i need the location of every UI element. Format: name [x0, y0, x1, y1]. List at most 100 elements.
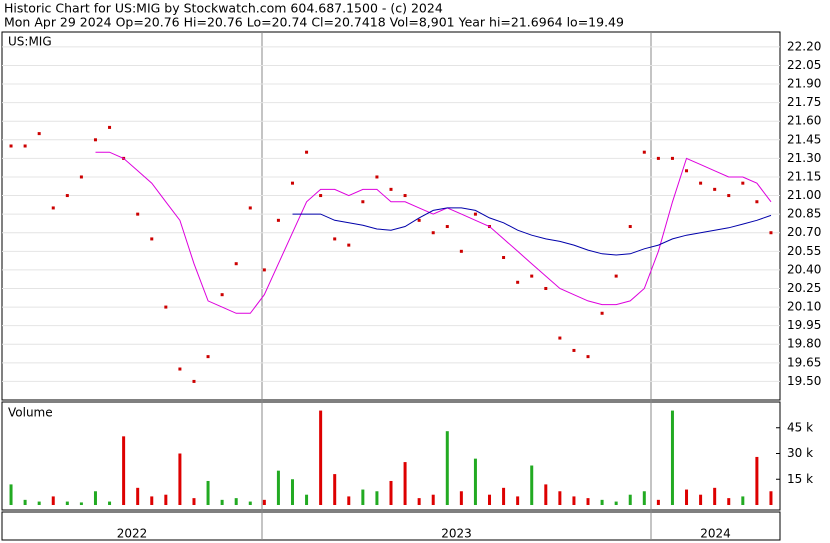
close-dot — [319, 194, 323, 198]
close-dot — [403, 194, 407, 198]
y-tick-label: 19.80 — [787, 337, 821, 351]
volume-bar — [361, 489, 365, 505]
close-dot — [544, 286, 548, 290]
close-dot — [600, 311, 604, 315]
close-dot — [445, 225, 449, 229]
close-dot — [234, 262, 238, 266]
close-dot — [769, 231, 773, 235]
volume-bar — [417, 498, 421, 505]
close-dot — [642, 150, 646, 154]
close-dot — [220, 293, 224, 297]
volume-bar — [473, 458, 477, 505]
y-tick-label: 15 k — [787, 472, 813, 486]
close-dot — [459, 249, 463, 253]
close-dot — [741, 181, 745, 185]
y-tick-label: 22.05 — [787, 58, 821, 72]
volume-bar — [37, 501, 41, 505]
volume-bar — [530, 465, 534, 505]
y-tick-label: 20.55 — [787, 244, 821, 258]
close-dot — [65, 194, 69, 198]
close-dot — [713, 187, 717, 191]
volume-bar — [516, 496, 520, 505]
volume-bar — [108, 501, 112, 505]
close-dot — [656, 156, 660, 160]
volume-bar — [614, 501, 618, 505]
volume-panel — [1, 401, 781, 511]
close-dot — [290, 181, 294, 185]
year-label: 2023 — [441, 527, 472, 541]
close-dot — [431, 231, 435, 235]
close-dot — [51, 206, 55, 210]
close-dot — [248, 206, 252, 210]
y-tick-label: 20.25 — [787, 281, 821, 295]
volume-bar — [93, 491, 97, 505]
y-tick-label: 19.95 — [787, 318, 821, 332]
close-dot — [572, 348, 576, 352]
volume-bar — [699, 494, 703, 505]
close-dot — [108, 125, 112, 129]
close-dot — [93, 138, 97, 142]
y-tick-label: 21.45 — [787, 132, 821, 146]
volume-bar — [262, 499, 266, 505]
volume-bar — [572, 496, 576, 505]
volume-bar — [431, 494, 435, 505]
close-dot — [150, 237, 154, 241]
volume-bar — [445, 431, 449, 505]
close-dot — [79, 175, 83, 179]
close-dot — [333, 237, 337, 241]
y-tick-label: 45 k — [787, 420, 813, 434]
close-dot — [586, 355, 590, 359]
y-tick-label: 21.90 — [787, 77, 821, 91]
y-tick-label: 21.75 — [787, 95, 821, 109]
volume-bar — [122, 436, 126, 505]
y-tick-label: 20.70 — [787, 225, 821, 239]
close-dot — [755, 200, 759, 204]
volume-bar — [558, 491, 562, 505]
volume-bar — [586, 498, 590, 505]
close-dot — [389, 187, 393, 191]
year-label: 2022 — [117, 527, 148, 541]
volume-bar — [713, 487, 717, 505]
volume-bar — [375, 491, 379, 505]
y-tick-label: 19.50 — [787, 374, 821, 388]
volume-bar — [276, 470, 280, 505]
close-dot — [727, 194, 731, 198]
volume-bar — [178, 453, 182, 505]
price-panel-label: US:MIG — [8, 35, 52, 49]
close-dot — [417, 218, 421, 222]
header-title: Historic Chart for US:MIG by Stockwatch.… — [4, 1, 443, 16]
volume-bar — [79, 502, 83, 505]
volume-bar — [656, 499, 660, 505]
volume-bar — [347, 496, 351, 505]
header-quote: Mon Apr 29 2024 Op=20.76 Hi=20.76 Lo=20.… — [4, 15, 624, 30]
volume-bar — [23, 499, 27, 505]
volume-bar — [741, 496, 745, 505]
close-dot — [305, 150, 309, 154]
close-dot — [558, 336, 562, 340]
close-dot — [206, 355, 210, 359]
volume-bar — [642, 491, 646, 505]
volume-bar — [628, 494, 632, 505]
volume-bar — [333, 474, 337, 505]
volume-bar — [459, 491, 463, 505]
close-dot — [136, 212, 140, 216]
volume-bar — [220, 499, 224, 505]
volume-bar — [65, 501, 69, 505]
volume-bar — [206, 480, 210, 505]
y-tick-label: 20.10 — [787, 300, 821, 314]
volume-bar — [488, 494, 492, 505]
volume-bar — [319, 410, 323, 505]
close-dot — [361, 200, 365, 204]
volume-bar — [403, 462, 407, 505]
close-dot — [23, 144, 27, 148]
close-dot — [276, 218, 280, 222]
y-tick-label: 21.60 — [787, 114, 821, 128]
y-tick-label: 20.40 — [787, 262, 821, 276]
volume-bar — [389, 480, 393, 505]
volume-bar — [248, 501, 252, 505]
close-dot — [614, 274, 618, 278]
y-tick-label: 22.20 — [787, 39, 821, 53]
volume-bar — [600, 499, 604, 505]
y-tick-label: 21.15 — [787, 169, 821, 183]
